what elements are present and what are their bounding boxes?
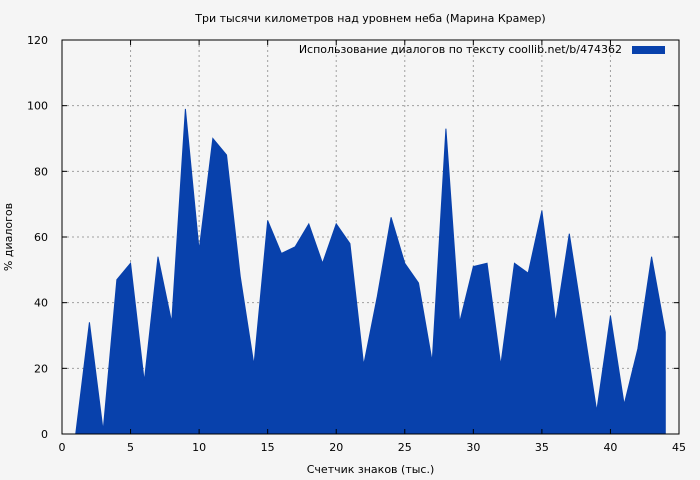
x-tick-label: 15: [261, 441, 275, 454]
x-tick-label: 5: [127, 441, 134, 454]
x-tick-label: 25: [398, 441, 412, 454]
y-tick-label: 0: [41, 428, 48, 441]
x-tick-label: 20: [329, 441, 343, 454]
x-tick-label: 30: [466, 441, 480, 454]
y-tick-label: 40: [34, 297, 48, 310]
y-tick-label: 80: [34, 165, 48, 178]
x-tick-label: 35: [535, 441, 549, 454]
legend: Использование диалогов по тексту coollib…: [299, 43, 665, 56]
x-tick-label: 0: [59, 441, 66, 454]
x-tick-label: 10: [192, 441, 206, 454]
y-axis-label: % диалогов: [2, 203, 15, 271]
axis-ticks: 0 5 10 15 20 25 30 35 40 45 0 20 40 60 80 100 120: [27, 34, 686, 454]
chart-title: Три тысячи километров над уровнем неба (…: [194, 12, 545, 25]
x-axis-label: Счетчик знаков (тыс.): [307, 463, 435, 476]
legend-swatch: [632, 46, 665, 54]
series-area: [75, 108, 666, 435]
legend-label: Использование диалогов по тексту coollib…: [299, 43, 622, 56]
y-tick-label: 100: [27, 100, 48, 113]
y-tick-label: 20: [34, 362, 48, 375]
y-tick-label: 60: [34, 231, 48, 244]
series-area-layer: [75, 108, 666, 435]
y-tick-label: 120: [27, 34, 48, 47]
x-tick-label: 40: [603, 441, 617, 454]
x-tick-label: 45: [672, 441, 686, 454]
